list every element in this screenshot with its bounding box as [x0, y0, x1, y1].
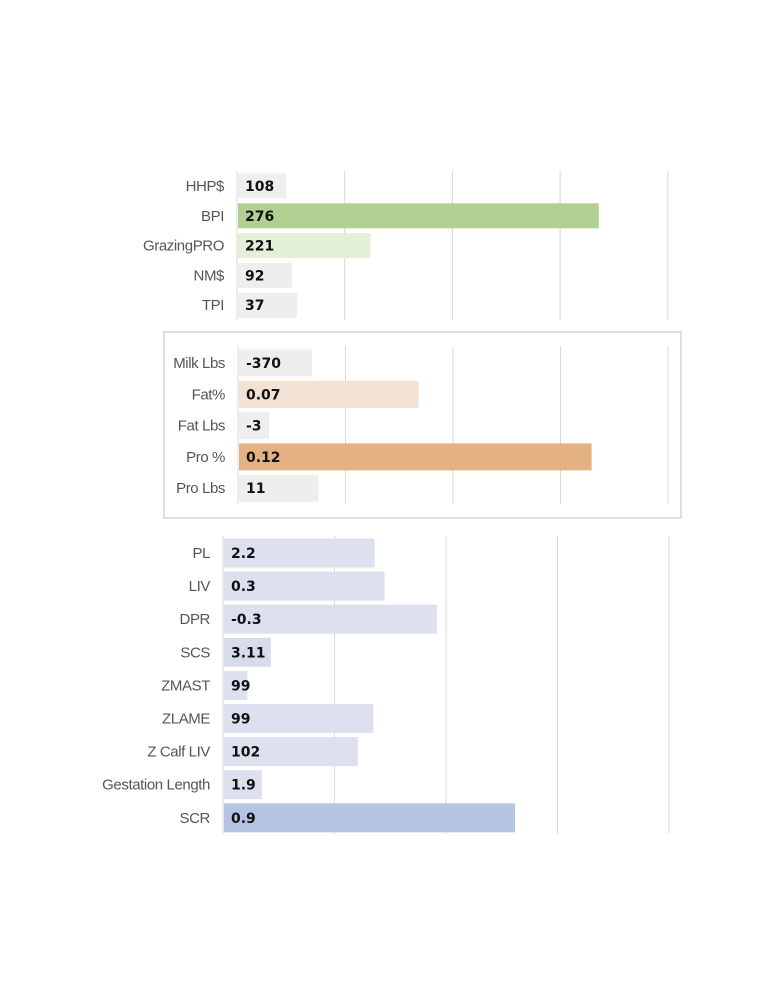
bar: [238, 233, 371, 259]
chart-3: PL 2.2 LIV 0.3 DPR -0.3 SCS 3.11 ZMAST 99 ZLAME 99 Z…: [102, 536, 670, 834]
category-label: TPI: [202, 297, 224, 314]
bar-value-label: 3.11: [231, 645, 266, 661]
bar-value-label: 108: [245, 179, 274, 195]
bar: [224, 637, 271, 667]
category-label: ZMAST: [161, 677, 210, 694]
category-label: Milk Lbs: [173, 355, 225, 372]
bar: [238, 203, 599, 229]
bar-value-label: 1.9: [231, 778, 256, 794]
bar: [238, 292, 298, 318]
category-label: NM$: [194, 267, 226, 284]
bar-value-label: 0.12: [246, 450, 281, 466]
bar: [224, 604, 437, 634]
bar-value-label: 37: [245, 298, 264, 314]
chart-frame: [163, 331, 682, 519]
bar-value-label: 2.2: [231, 546, 256, 562]
category-label: Pro Lbs: [176, 480, 225, 497]
bar-value-label: 221: [245, 239, 274, 255]
category-label: SCR: [180, 810, 211, 827]
bar: [224, 670, 248, 700]
category-label: HHP$: [186, 178, 225, 195]
bar-value-label: -0.3: [231, 612, 262, 628]
bar: [224, 770, 262, 800]
chart-2: Milk Lbs -370 Fat% 0.07 Fat Lbs -3 Pro % 0.12 Pr…: [163, 331, 682, 519]
bar: [239, 349, 313, 377]
bar-value-label: 102: [231, 745, 260, 761]
bar: [238, 173, 287, 199]
bar-value-label: 0.07: [246, 387, 281, 403]
bar-value-label: 99: [231, 712, 250, 728]
bar-value-label: 276: [245, 209, 274, 225]
category-label: Fat Lbs: [178, 418, 225, 435]
bar: [239, 474, 319, 502]
category-label: Pro %: [186, 449, 225, 466]
bar: [239, 412, 270, 440]
bar: [238, 262, 292, 288]
bar-value-label: 11: [246, 481, 265, 497]
category-label: Fat%: [192, 386, 225, 403]
bar-value-label: 99: [231, 678, 250, 694]
bar: [224, 538, 375, 568]
category-label: ZLAME: [162, 711, 210, 728]
category-label: Gestation Length: [102, 777, 210, 794]
category-label: PL: [192, 545, 210, 562]
bar-value-label: 92: [245, 268, 264, 284]
category-label: BPI: [201, 208, 224, 225]
bar: [239, 380, 419, 408]
category-label: DPR: [180, 611, 211, 628]
category-label: SCS: [180, 644, 210, 661]
bar: [224, 704, 374, 733]
chart-1: HHP$ 108 BPI 276 GrazingPRO 221 NM$ 92 TPI 37: [143, 171, 669, 320]
bar: [224, 737, 358, 767]
bar: [224, 803, 516, 833]
bar-value-label: -370: [246, 356, 281, 372]
category-label: GrazingPRO: [143, 238, 224, 255]
category-label: LIV: [189, 578, 211, 595]
bar: [224, 571, 385, 601]
bar: [239, 443, 592, 471]
category-label: Z Calf LIV: [147, 744, 210, 761]
bar-value-label: -3: [246, 419, 262, 435]
bar-value-label: 0.9: [231, 811, 256, 827]
bar-value-label: 0.3: [231, 579, 256, 595]
